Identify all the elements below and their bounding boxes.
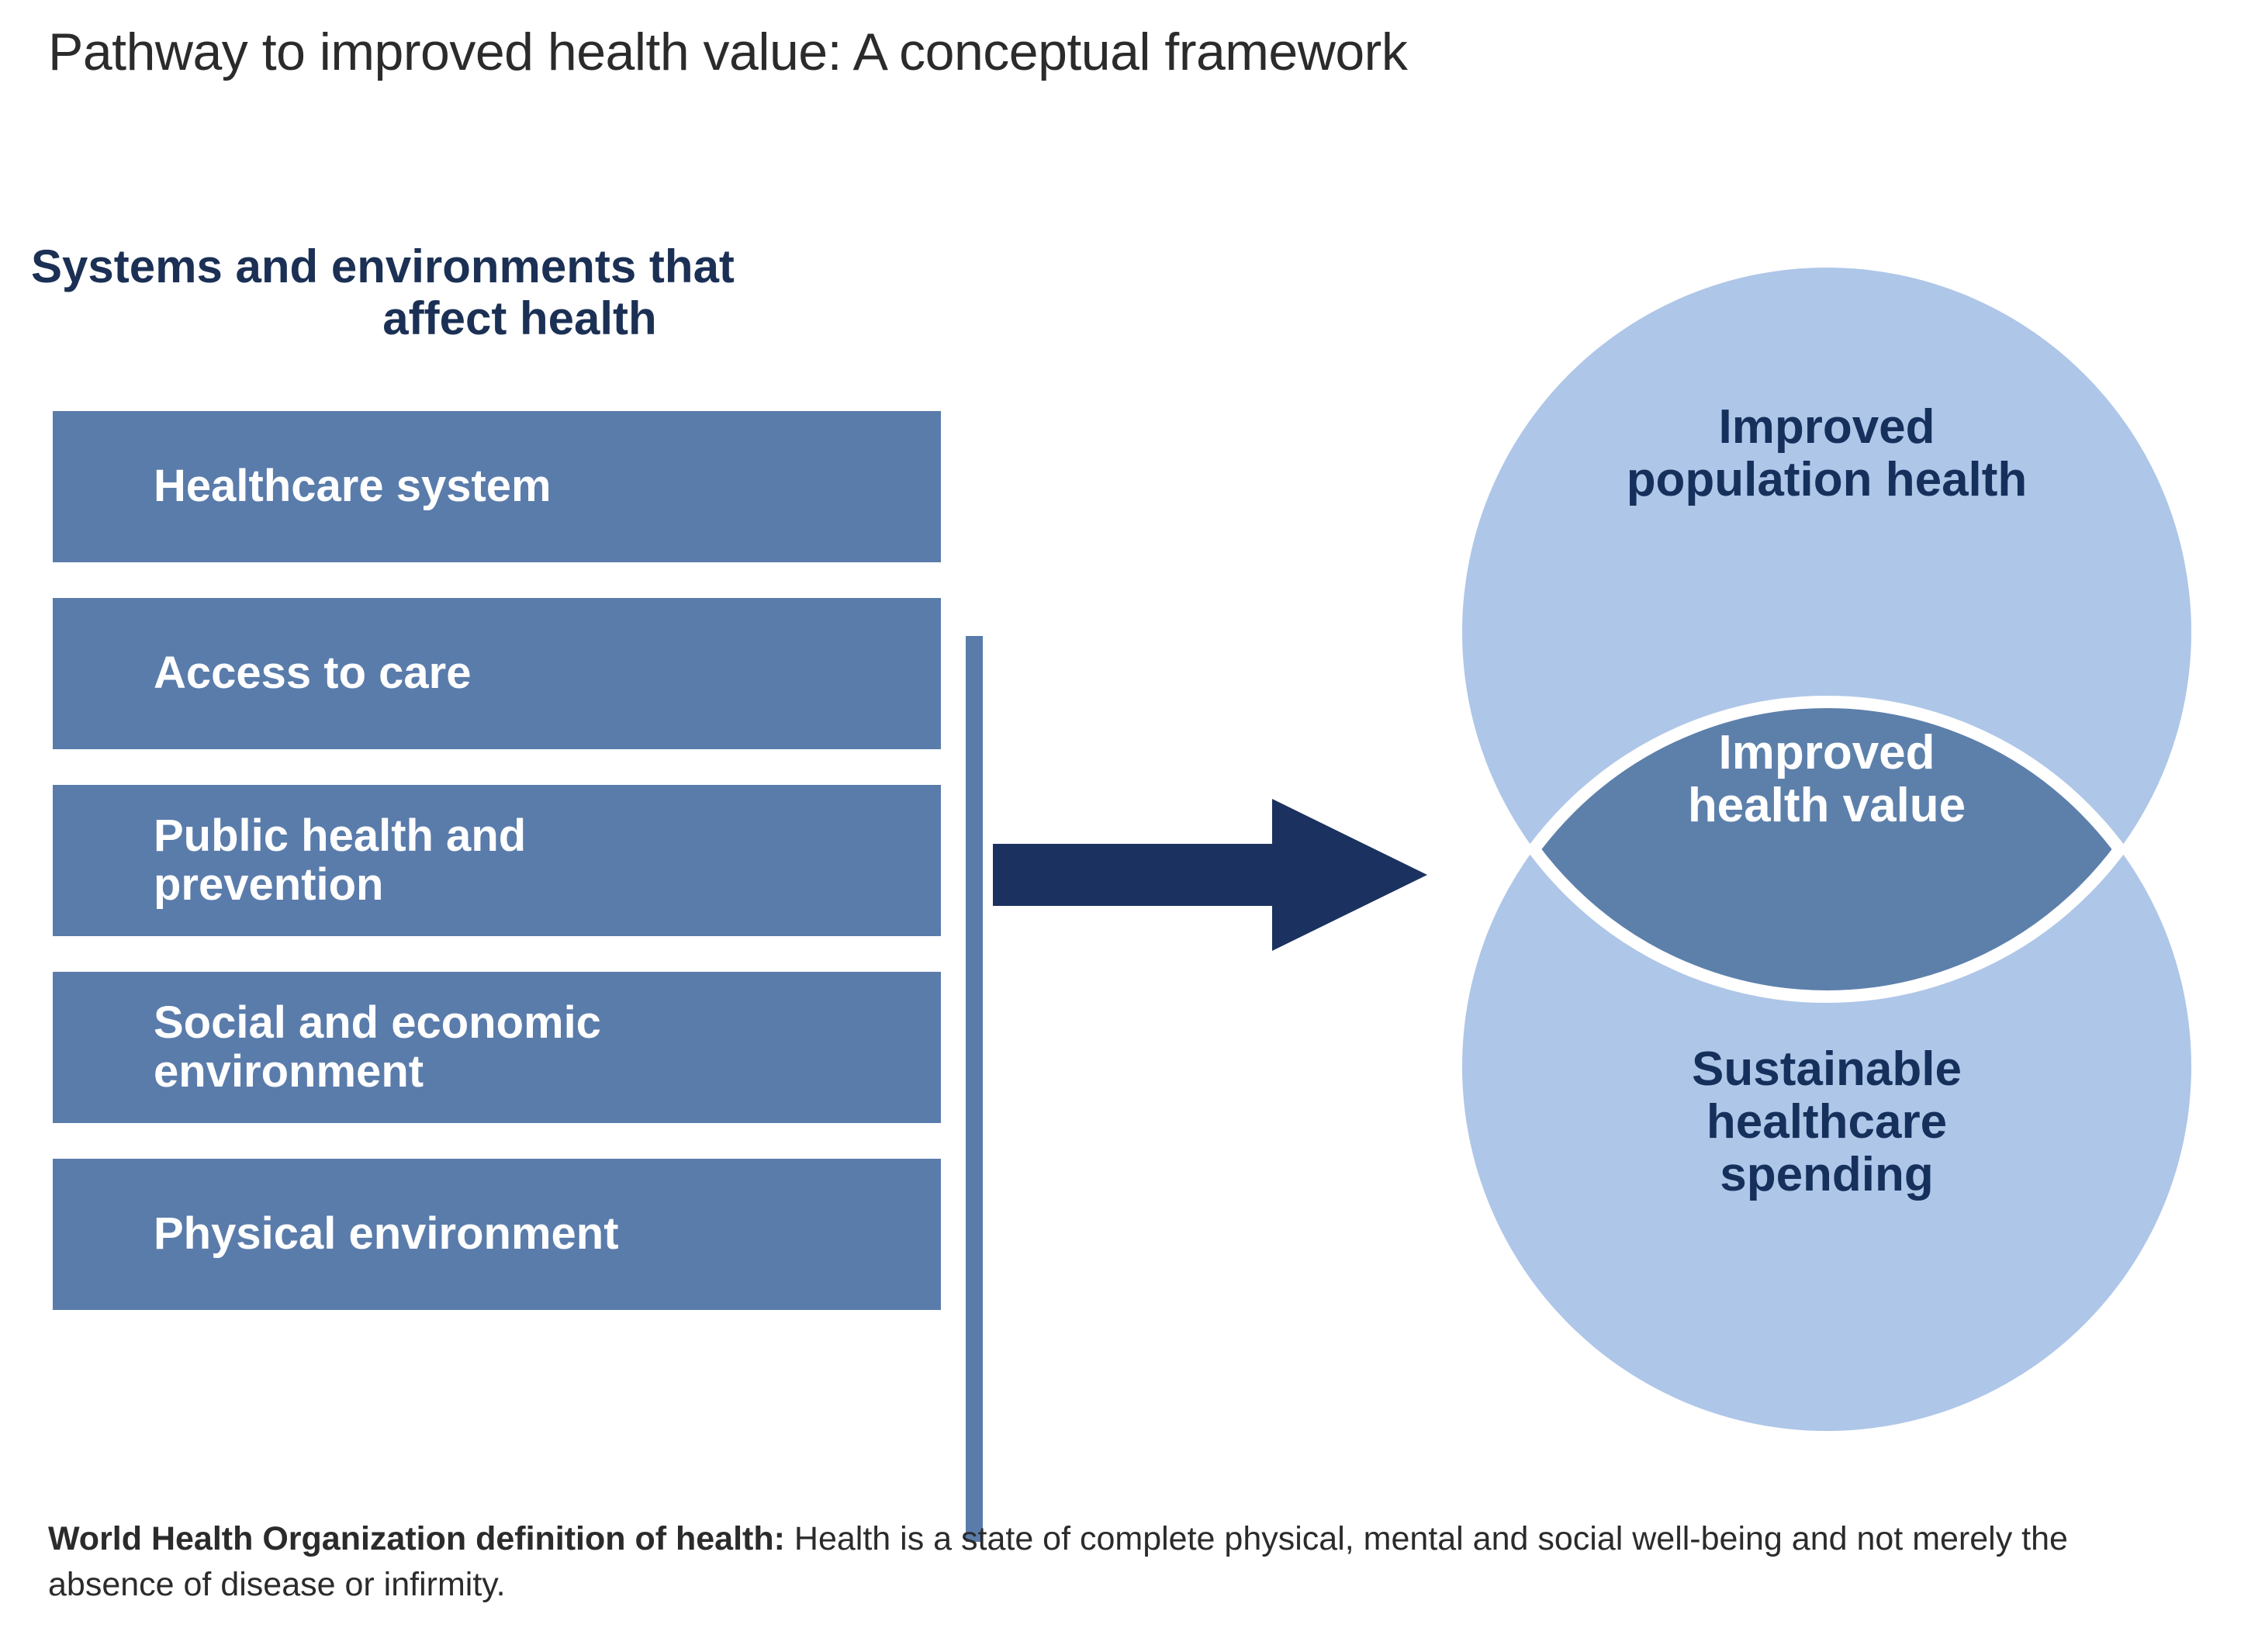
venn-diagram: Improved population health Improved heal… bbox=[1404, 268, 2249, 1431]
venn-overlap-line-2: health value bbox=[1687, 779, 1966, 833]
factor-label-line-1: Physical environment bbox=[154, 1208, 619, 1260]
right-arrow-icon bbox=[993, 799, 1427, 951]
venn-bottom-line-1: Sustainable bbox=[1692, 1042, 1962, 1096]
venn-top-label: Improved population health bbox=[1404, 400, 2249, 507]
factor-label-line-2: environment bbox=[154, 1045, 424, 1097]
left-panel-heading: Systems and environments that affect hea… bbox=[31, 240, 1008, 344]
footnote: World Health Organization definition of … bbox=[48, 1516, 2142, 1609]
factor-label-line-1: Public health and bbox=[154, 810, 527, 862]
left-heading-line-2: affect health bbox=[382, 292, 657, 345]
factor-box-public-health-and-prevention[interactable]: Public health and prevention bbox=[53, 785, 941, 936]
venn-shapes bbox=[1462, 268, 2191, 1431]
footnote-text: Health is a state of complete physical, … bbox=[48, 1520, 2068, 1604]
left-heading-line-1: Systems and environments that bbox=[31, 240, 735, 292]
vertical-grouping-bar bbox=[966, 636, 983, 1542]
venn-top-line-2: population health bbox=[1626, 453, 2028, 507]
factor-label-line-1: Social and economic bbox=[154, 997, 601, 1049]
venn-bottom-line-3: spending bbox=[1720, 1148, 1934, 1202]
page-title: Pathway to improved health value: A conc… bbox=[48, 22, 1408, 81]
factor-label-line-1: Healthcare system bbox=[154, 461, 552, 512]
venn-bottom-line-2: healthcare bbox=[1706, 1095, 1948, 1149]
factor-box-social-and-economic-environment[interactable]: Social and economic environment bbox=[53, 972, 941, 1123]
factor-box-access-to-care[interactable]: Access to care bbox=[53, 598, 941, 749]
venn-overlap-lens[interactable] bbox=[1462, 696, 2191, 1431]
factor-label-line-2: prevention bbox=[154, 859, 384, 910]
factor-label-line-1: Access to care bbox=[154, 648, 472, 699]
venn-overlap-label: Improved health value bbox=[1404, 726, 2249, 833]
systems-and-environments-panel: Systems and environments that affect hea… bbox=[0, 225, 1008, 1542]
venn-bottom-label: Sustainable healthcare spending bbox=[1404, 1042, 2249, 1202]
venn-top-line-1: Improved bbox=[1718, 400, 1935, 454]
footnote-label: World Health Organization definition of … bbox=[48, 1520, 785, 1557]
venn-lens-top-arc bbox=[1462, 702, 2191, 1003]
factor-box-physical-environment[interactable]: Physical environment bbox=[53, 1159, 941, 1310]
factor-box-healthcare-system[interactable]: Healthcare system bbox=[53, 411, 941, 562]
venn-overlap-line-1: Improved bbox=[1718, 726, 1935, 779]
factor-box-list: Healthcare system Access to care Public … bbox=[53, 411, 941, 1346]
